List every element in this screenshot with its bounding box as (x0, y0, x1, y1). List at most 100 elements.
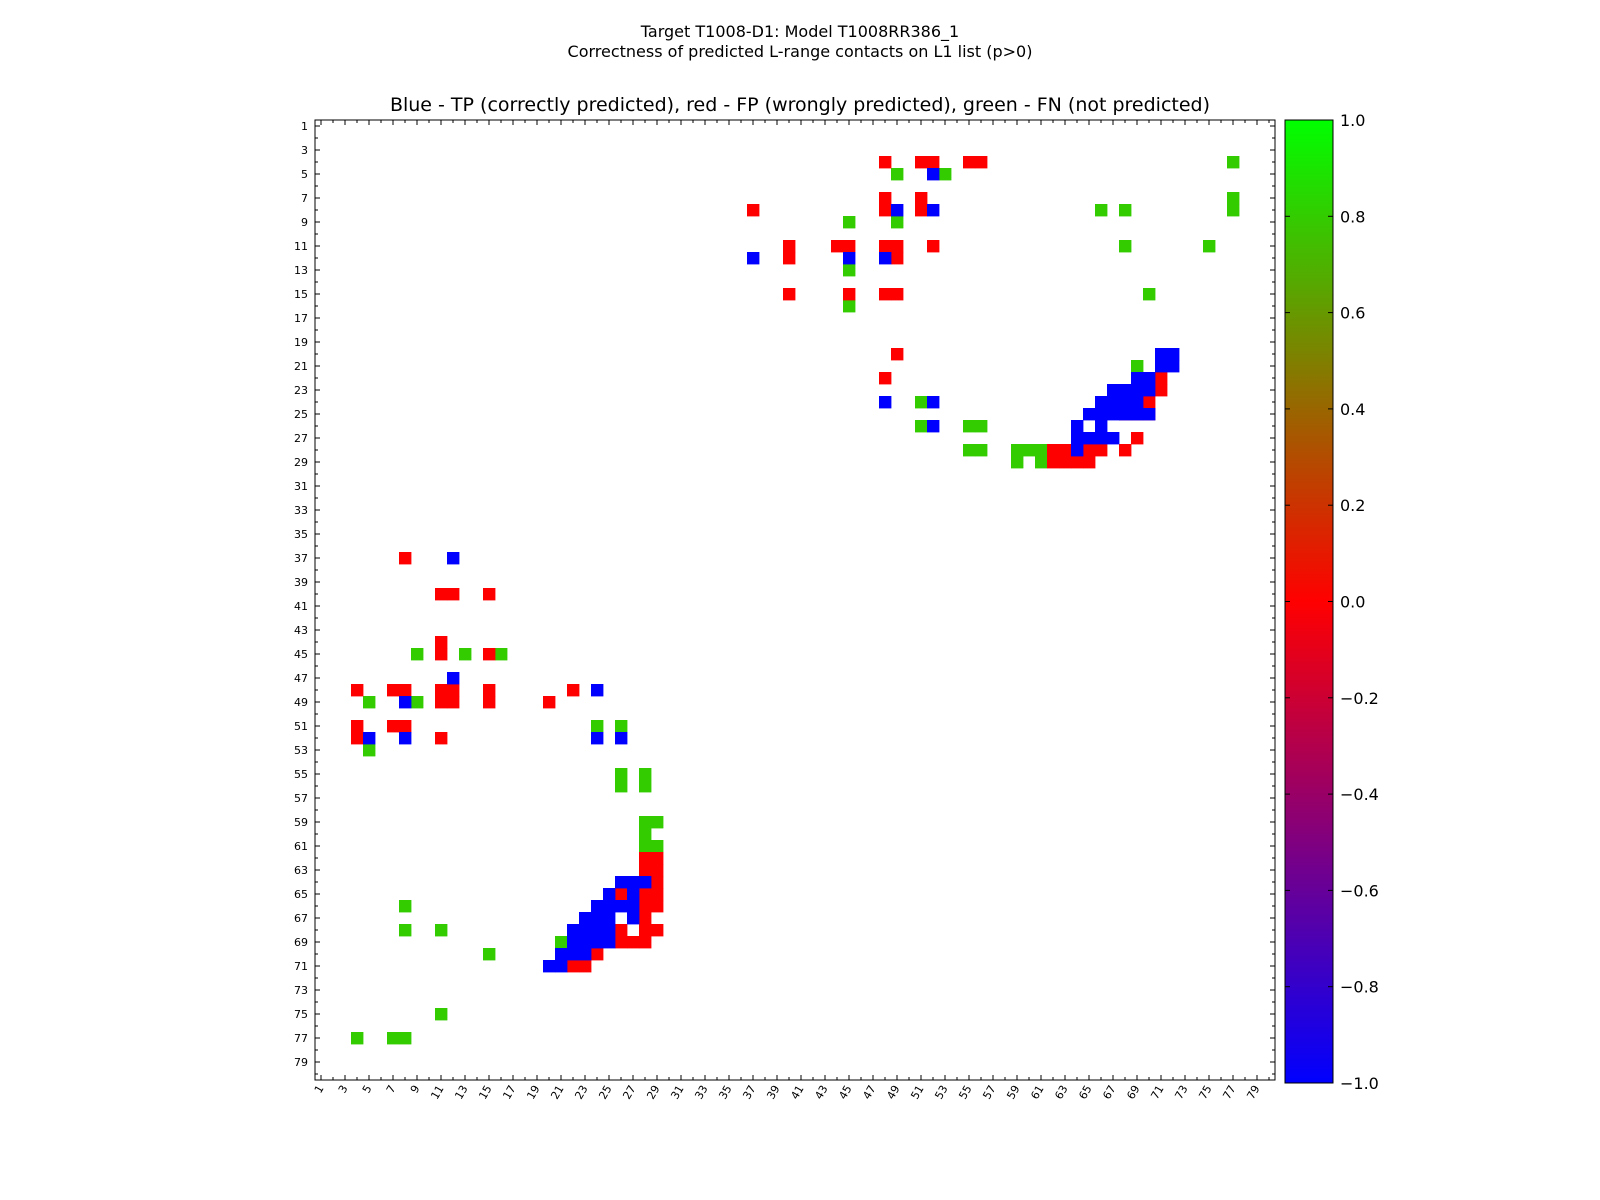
cell-fp (747, 204, 760, 217)
x-tick-label: 47 (860, 1083, 878, 1102)
cell-fn (939, 168, 952, 181)
cell-fn (363, 696, 376, 709)
cell-tp (927, 204, 940, 217)
y-tick-label: 45 (294, 648, 308, 661)
y-tick-label: 7 (301, 192, 308, 205)
x-tick-label: 37 (740, 1083, 758, 1102)
cell-fp (627, 936, 640, 949)
x-tick-label: 13 (452, 1083, 470, 1102)
cell-tp (627, 900, 640, 913)
cell-tp (615, 876, 628, 889)
cell-tp (879, 396, 892, 409)
cell-fn (639, 828, 652, 841)
cell-fp (843, 240, 856, 253)
cell-tp (1071, 420, 1084, 433)
cell-fp (651, 924, 664, 937)
x-tick-label: 5 (360, 1083, 375, 1096)
cell-fp (879, 192, 892, 205)
y-tick-label: 29 (294, 456, 308, 469)
cell-tp (747, 252, 760, 265)
cell-fn (411, 648, 424, 661)
cell-tp (1131, 408, 1144, 421)
cell-fp (879, 288, 892, 301)
x-tick-label: 9 (408, 1083, 423, 1096)
cell-fn (1023, 444, 1036, 457)
x-tick-label: 53 (932, 1083, 950, 1102)
cell-fn (1143, 288, 1156, 301)
x-tick-label: 1 (312, 1083, 327, 1096)
y-tick-label: 59 (294, 816, 308, 829)
y-tick-label: 35 (294, 528, 308, 541)
cell-fp (651, 876, 664, 889)
cell-tp (1107, 408, 1120, 421)
cell-tp (1107, 384, 1120, 397)
y-tick-label: 49 (294, 696, 308, 709)
cell-tp (627, 888, 640, 901)
cell-fn (915, 420, 928, 433)
cell-tp (579, 912, 592, 925)
cell-tp (1131, 372, 1144, 385)
cell-fn (1119, 204, 1132, 217)
cell-tp (579, 924, 592, 937)
y-tick-label: 57 (294, 792, 308, 805)
cell-fn (1227, 192, 1240, 205)
cell-tp (927, 420, 940, 433)
cell-tp (879, 252, 892, 265)
cell-fp (399, 552, 412, 565)
cell-fn (399, 1032, 412, 1045)
cell-fp (639, 852, 652, 865)
y-tick-label: 1 (301, 120, 308, 133)
y-tick-label: 53 (294, 744, 308, 757)
cell-fn (615, 780, 628, 793)
cell-tp (591, 912, 604, 925)
cell-tp (627, 912, 640, 925)
x-tick-label: 59 (1004, 1083, 1022, 1102)
cell-fn (1119, 240, 1132, 253)
cell-tp (603, 888, 616, 901)
cell-fp (975, 156, 988, 169)
cell-tp (1083, 432, 1096, 445)
cell-fn (1203, 240, 1216, 253)
cell-fp (915, 156, 928, 169)
cell-tp (1095, 408, 1108, 421)
cell-fn (651, 816, 664, 829)
y-tick-label: 65 (294, 888, 308, 901)
cell-fp (483, 588, 496, 601)
cell-fp (483, 696, 496, 709)
y-tick-label: 27 (294, 432, 308, 445)
cell-fp (639, 912, 652, 925)
cell-tp (1131, 396, 1144, 409)
cell-fp (651, 900, 664, 913)
cell-fp (1071, 456, 1084, 469)
cell-fn (435, 1008, 448, 1021)
y-tick-label: 79 (294, 1056, 308, 1069)
cell-fp (1143, 396, 1156, 409)
cell-tp (927, 168, 940, 181)
colorbar (1284, 119, 1334, 1084)
cell-fp (435, 588, 448, 601)
cell-tp (399, 732, 412, 745)
y-tick-label: 31 (294, 480, 308, 493)
x-tick-label: 25 (596, 1083, 614, 1102)
cell-fp (615, 888, 628, 901)
cell-tp (567, 924, 580, 937)
cell-fn (1011, 444, 1024, 457)
colorbar-tick-label: −0.8 (1340, 978, 1379, 997)
x-tick-label: 65 (1076, 1083, 1094, 1102)
cell-tp (603, 924, 616, 937)
x-tick-label: 19 (524, 1083, 542, 1102)
cell-tp (591, 900, 604, 913)
y-tick-label: 69 (294, 936, 308, 949)
cell-fp (963, 156, 976, 169)
cell-fp (1083, 444, 1096, 457)
y-tick-label: 25 (294, 408, 308, 421)
x-tick-label: 49 (884, 1083, 902, 1102)
x-tick-label: 33 (692, 1083, 710, 1102)
x-tick-label: 31 (668, 1083, 686, 1102)
x-tick-label: 75 (1196, 1083, 1214, 1102)
colorbar-tick-label: 0.6 (1340, 304, 1365, 323)
cell-fn (495, 648, 508, 661)
y-tick-label: 41 (294, 600, 308, 613)
cell-tp (591, 684, 604, 697)
colorbar-tick-label: 0.4 (1340, 400, 1365, 419)
